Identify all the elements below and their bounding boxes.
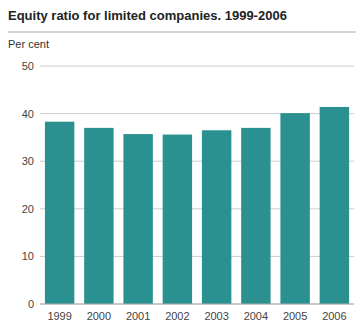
separator [8,32,356,33]
bar [123,134,152,304]
bar [202,130,231,304]
y-tick-label: 0 [28,298,34,310]
grid-line [40,304,354,305]
x-tick-label: 2000 [87,310,111,322]
grid-line [40,66,354,67]
x-tick-label: 2005 [283,310,307,322]
x-tick-label: 2003 [204,310,228,322]
bar [45,122,74,304]
title: Equity ratio for limited companies. 1999… [8,8,287,23]
y-tick-label: 10 [22,250,34,262]
x-tick-label: 2002 [165,310,189,322]
bar [163,135,192,304]
bar [320,107,349,304]
bar [241,128,270,304]
x-axis-line [40,304,354,305]
chart-container: Equity ratio for limited companies. 1999… [0,0,364,332]
bar [280,113,309,304]
x-tick-label: 2006 [322,310,346,322]
y-tick-label: 40 [22,108,34,120]
x-tick-label: 2004 [244,310,268,322]
y-tick-label: 20 [22,203,34,215]
chart: Equity ratio for limited companies. 1999… [0,0,364,332]
x-tick-label: 2001 [126,310,150,322]
y-tick-label: 30 [22,155,34,167]
x-tick-label: 1999 [47,310,71,322]
bars [45,107,349,304]
bar [84,128,113,304]
y-axis-label: Per cent [8,38,49,50]
grid [40,66,354,304]
y-tick-label: 50 [22,60,34,72]
